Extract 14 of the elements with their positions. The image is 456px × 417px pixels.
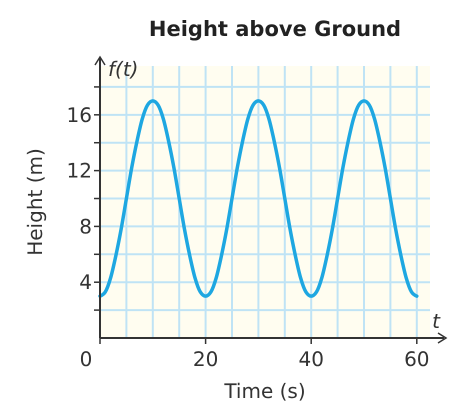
x-tick-label: 60 [404, 347, 430, 371]
text: t [432, 309, 442, 333]
x-axis-title: Time (s) [223, 379, 306, 403]
y-tick-label: 4 [79, 270, 92, 294]
y-axis-title: Height (m) [23, 148, 47, 256]
annotation: f(t) [108, 57, 138, 81]
x-tick-label: 20 [192, 347, 218, 371]
y-tick-label: 8 [79, 214, 92, 238]
y-tick-label: 16 [66, 102, 92, 127]
line-series [98, 99, 419, 298]
x-tick-label: 0 [80, 347, 92, 371]
chart-title: Height above Ground [148, 17, 402, 41]
x-tick-label: 40 [298, 347, 324, 371]
y-tick-label: 12 [66, 158, 92, 183]
